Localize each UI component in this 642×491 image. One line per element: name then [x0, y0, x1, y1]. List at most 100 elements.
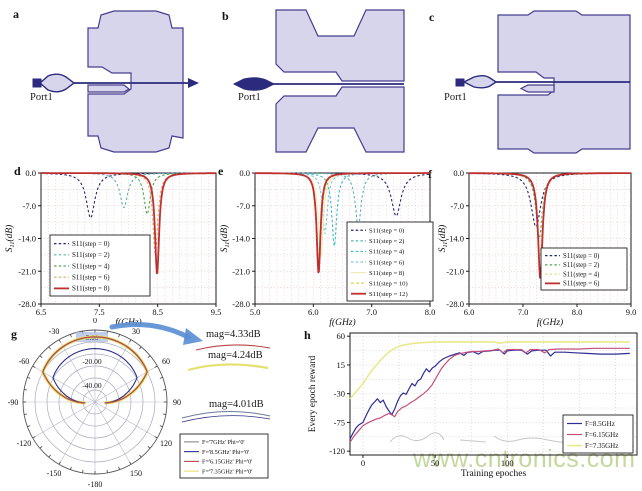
- zoom-curve-2: [187, 363, 269, 372]
- polar-rim-tick: [139, 346, 142, 350]
- polar-spoke: [58, 339, 96, 403]
- text-label: 0.0: [239, 168, 250, 178]
- text-label: 6.0: [308, 307, 319, 317]
- polar-rim-tick: [27, 376, 31, 379]
- text-label: 90: [173, 398, 181, 407]
- text-label: S11(step = 6): [72, 274, 110, 282]
- chart-h: 0 50 100 60 15 -30 -75 -120 Training epoches Ever…: [308, 331, 638, 479]
- polar-spoke: [94, 339, 132, 403]
- antenna-body: [87, 10, 184, 153]
- text-label: S11(step = 4): [369, 249, 404, 256]
- text-label: 9.0: [626, 307, 637, 317]
- chart-d: 6.5 7.5 8.5 9.50.0-7.0-14.0-21.0-28.0f(GHz)…: [4, 168, 221, 328]
- polar-rim-tick: [129, 339, 132, 343]
- polar-rim-tick: [159, 376, 163, 379]
- text-label: S11(step = 0): [369, 228, 404, 235]
- polar-rim-tick: [162, 413, 166, 415]
- polar-rim-tick: [58, 461, 61, 465]
- port-probe: [232, 77, 276, 91]
- polar-rim-tick: [118, 334, 121, 338]
- panel-letter-d: d: [14, 164, 21, 178]
- text-label: S11(dB): [4, 225, 16, 253]
- port-label: Port1: [444, 92, 467, 103]
- text-label: S11(step = 8): [72, 285, 110, 293]
- mag-annotation-3: mag=4.01dB: [209, 399, 264, 410]
- series-f-7.35ghz: [349, 341, 630, 400]
- text-label: 0.0: [453, 168, 464, 178]
- text-label: S11(dB): [219, 225, 231, 253]
- text-label: -7.0: [23, 201, 36, 211]
- polar-rim-tick: [48, 346, 51, 350]
- series-s11-step-6-: [468, 172, 632, 279]
- port-probe: [462, 75, 498, 89]
- polar-rim-tick: [69, 334, 72, 338]
- text-label: S11(step = 2): [72, 251, 110, 259]
- text-label: -120: [17, 439, 32, 448]
- polar-rim-tick: [154, 436, 158, 439]
- text-label: -21.0: [232, 266, 250, 276]
- text-label: F='7.35GHz' Phi='0': [202, 468, 252, 475]
- text-label: S11(dB): [437, 225, 449, 253]
- polar-rim-tick: [106, 469, 108, 473]
- series-f-6.15ghz: [349, 347, 630, 443]
- port-label: Port1: [238, 92, 261, 103]
- text-label: 6.0: [464, 307, 475, 317]
- polar-rim-tick: [118, 466, 121, 470]
- zoom-curve-4: [181, 415, 271, 423]
- port-label: Port1: [30, 92, 53, 103]
- text-label: S11(step = 6): [369, 259, 404, 266]
- port-connector: [455, 78, 465, 87]
- mag-annotation-1: mag=4.33dB: [206, 329, 261, 340]
- panel-letter-b: b: [222, 9, 229, 23]
- polar-spoke: [94, 401, 132, 465]
- polar-spoke: [32, 401, 96, 439]
- text-label: f(GHz): [537, 317, 563, 328]
- polar-rim-tick: [162, 389, 166, 391]
- legend: [49, 234, 151, 297]
- text-label: S11(step = 8): [369, 270, 404, 277]
- text-label: S11(step = 6): [563, 281, 599, 288]
- text-label: 60: [337, 331, 346, 341]
- panel-letter-a: a: [13, 7, 19, 21]
- text-label: F='7GHz' Phi='0': [202, 439, 245, 446]
- polar-rim-tick: [159, 425, 163, 428]
- zoom-curve-1: [195, 344, 271, 351]
- text-label: 0: [93, 318, 97, 325]
- chart-e: 5.0 6.0 7.0 8.0 0.0 -7.0 -14.0 -21.0 -28.0 f(GHz)…: [219, 168, 435, 328]
- polar-rim-tick: [82, 469, 84, 473]
- polar-spoke: [94, 401, 158, 439]
- feed-tongue: [87, 84, 131, 93]
- series-s11-step-12-: [254, 172, 431, 274]
- polar-spoke: [58, 401, 96, 465]
- text-label: S11(step = 10): [369, 280, 408, 287]
- polar-rim-tick: [27, 425, 31, 428]
- polar-rim-tick: [154, 365, 158, 368]
- feed-tongue: [519, 84, 555, 93]
- chart-polar-g: 0306090120150-180-150-120-90-60-300.00-2…: [8, 318, 271, 489]
- pattern-f-8.5ghz-phi-0-: [52, 348, 138, 404]
- text-label: S11(step = 4): [72, 262, 110, 270]
- pattern-f-6.15ghz-phi-0-: [42, 336, 148, 404]
- text-label: F='6.15GHz' Phi='0': [202, 459, 252, 466]
- text-label: f(GHz): [329, 317, 355, 328]
- chart-f: 6.0 7.0 8.0 9.0 0.0 -7.0 -14.0 -21.0 -28.0 f(GHz)…: [437, 168, 637, 328]
- polar-rim-tick: [147, 355, 151, 358]
- text-label: F='8.5GHz' Phi='0': [202, 449, 249, 456]
- arrowhead-icon: [188, 78, 199, 88]
- text-label: -28.0: [232, 299, 250, 309]
- text-label: S11(step = 4): [563, 271, 599, 278]
- text-label: S11(step = 0): [72, 240, 110, 248]
- text-label: -75: [334, 417, 345, 427]
- text-label: -21.0: [18, 266, 36, 276]
- panel-letter-c: c: [429, 10, 435, 24]
- antenna-body-upper: [275, 9, 405, 82]
- text-label: -7.0: [451, 201, 464, 211]
- polar-rim-tick: [139, 454, 142, 458]
- polar-rim-tick: [69, 466, 72, 470]
- panel-letter-g: g: [11, 327, 17, 341]
- text-label: S11(step = 2): [563, 262, 599, 269]
- text-label: -7.0: [237, 201, 250, 211]
- polar-rim-tick: [32, 365, 36, 368]
- text-label: 7.0: [518, 307, 529, 317]
